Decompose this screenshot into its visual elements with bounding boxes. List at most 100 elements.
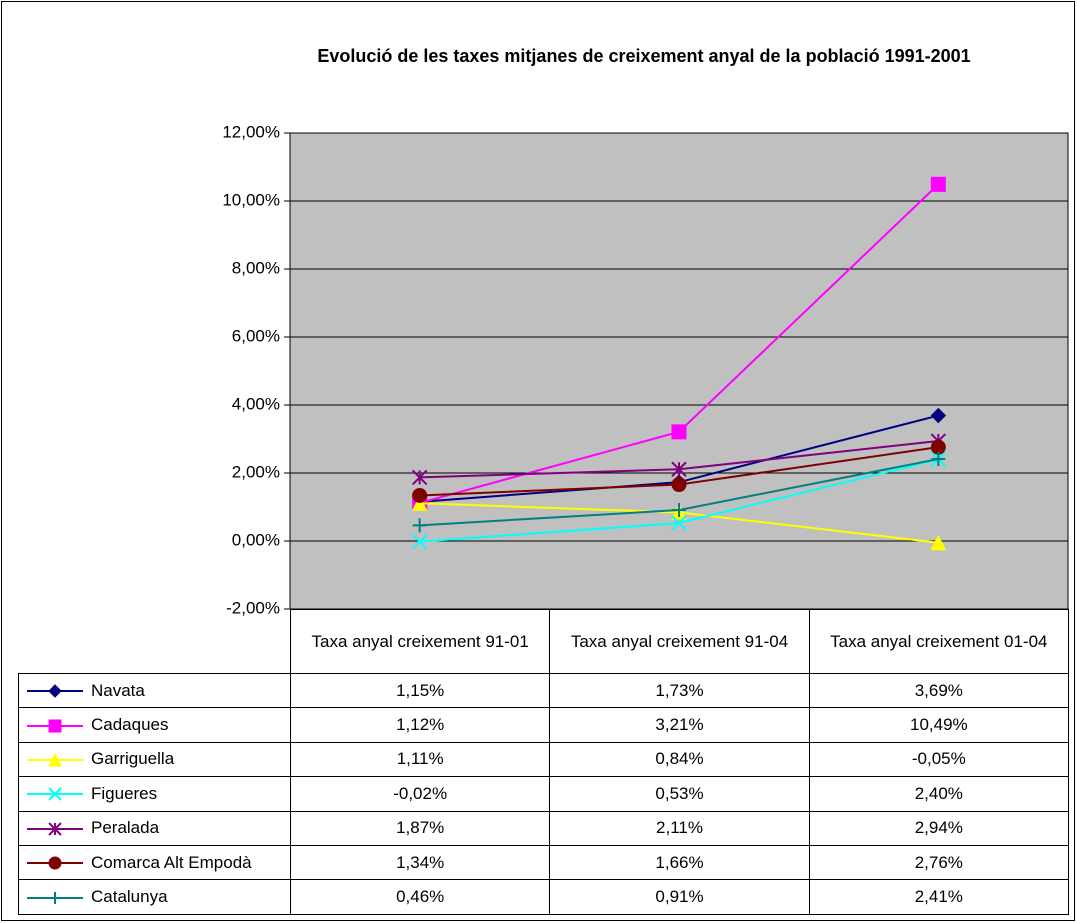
marker [48,787,62,802]
table-value-text: -0,02% [393,783,448,803]
y-tick-label: 6,00% [232,326,280,345]
table-value: 0,91% [549,879,810,915]
marker [671,515,687,531]
table-value-text: 1,15% [396,680,445,700]
legend-cell-text: Cadaques [91,715,169,735]
table-value-text: 1,66% [655,852,704,872]
marker [930,176,946,192]
table-value-text: 0,84% [655,749,704,769]
marker-shape [48,719,62,733]
table-value: -0,05% [808,741,1069,778]
marker-shape [931,452,946,467]
legend-cell-text: Catalunya [91,887,168,907]
table-value-text: 1,12% [396,715,445,735]
marker-shape [48,684,62,698]
table-value: -0,02% [290,776,551,812]
chart-title: Evolució de les taxes mitjanes de creixe… [317,46,970,66]
marker [48,684,62,698]
table-value-text: 2,94% [914,818,963,838]
marker-shape [672,503,686,518]
table-value-text: 0,46% [396,887,445,907]
marker [48,752,62,767]
table-value-text: 1,73% [655,680,704,700]
legend-key [27,719,83,733]
marker-shape [49,891,61,904]
table-value-text: 1,87% [396,818,445,838]
table-value: 2,94% [808,810,1069,846]
category-header-text: Taxa anyal creixement 91-01 [311,631,529,651]
table-value-text: 0,91% [655,887,704,907]
table-value: 0,53% [549,776,810,812]
table-value-text: 0,53% [655,783,704,803]
marker [671,461,687,477]
table-value: 2,76% [808,845,1069,881]
y-tick-label: 10,00% [222,190,280,209]
legend-cell-text: Garriguella [91,749,175,769]
legend-key [27,684,83,698]
category-header-text: Taxa anyal creixement 91-04 [570,631,789,651]
table-value: 1,34% [290,845,551,881]
legend-cell: Cadaques [18,707,291,743]
marker-shape [930,534,947,551]
table-value: 10,49% [808,707,1069,743]
marker-shape [671,424,687,440]
marker-shape [48,822,62,836]
marker [671,424,687,440]
table-value: 0,84% [549,741,810,778]
category-header: Taxa anyal creixement 91-04 [549,609,810,674]
table-value: 2,40% [808,776,1069,812]
category-header: Taxa anyal creixement 91-01 [290,609,551,674]
marker-shape [48,787,62,802]
marker-shape [48,752,62,767]
marker [411,533,428,550]
category-header: Taxa anyal creixement 01-04 [808,609,1069,674]
table-value: 1,15% [290,673,551,709]
legend-key [27,787,83,802]
table-value-text: 2,41% [914,887,963,907]
table-value-text: 1,34% [396,852,445,872]
category-header-text: Taxa anyal creixement 01-04 [830,631,1048,651]
y-tick-label: 8,00% [232,258,280,277]
legend-cell-text: Peralada [91,818,160,838]
table-value: 0,46% [290,879,551,915]
table-value-text: 10,49% [909,715,968,735]
y-tick-label: 4,00% [232,394,280,413]
table-value-text: 3,21% [655,715,704,735]
table-value-text: 1,11% [396,749,444,769]
y-tick-label: 0,00% [232,530,280,549]
table-value: 1,73% [549,673,810,709]
marker-shape [930,176,946,192]
plot-area [289,132,1069,610]
table-value: 1,87% [290,810,551,846]
legend-cell: Garriguella [18,741,291,778]
table-value-text: -0,05% [911,749,966,769]
legend-key [27,856,83,870]
legend-cell: Catalunya [18,879,291,915]
legend-cell-text: Comarca Alt Empodà [91,852,252,872]
marker-shape [411,495,428,511]
table-value: 1,11% [290,741,551,778]
marker [930,534,947,551]
marker [48,822,62,836]
legend-cell: Comarca Alt Empodà [18,845,291,881]
marker [411,469,428,486]
marker-shape [411,533,428,550]
marker-shape [930,407,947,424]
marker-shape [411,469,428,486]
table-value: 2,41% [808,879,1069,915]
table-value: 3,21% [549,707,810,743]
table-value: 3,69% [808,673,1069,709]
table-value: 2,11% [549,810,810,846]
marker [671,477,687,493]
legend-key [27,891,83,904]
legend-cell: Figueres [18,776,291,812]
marker [49,891,61,904]
marker-shape [48,856,62,870]
table-value-text: 2,40% [914,783,963,803]
marker [412,487,428,503]
legend-key [27,752,83,767]
marker [411,495,428,511]
marker-shape [412,518,427,533]
marker-shape [671,477,687,493]
